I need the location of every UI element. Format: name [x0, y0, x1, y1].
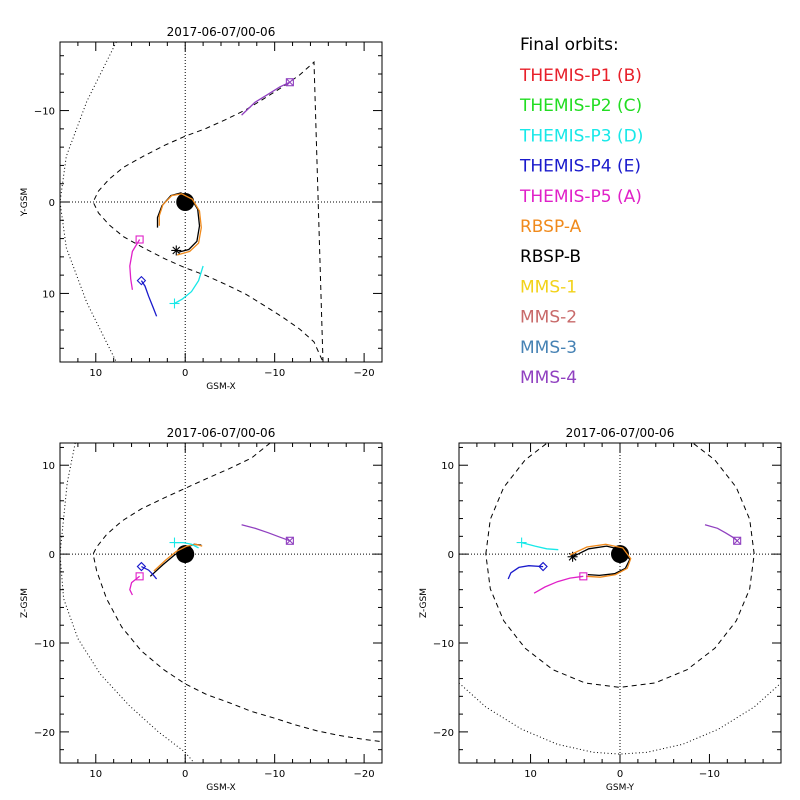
x-tick-label: −20 [354, 368, 375, 379]
magnetopause-boundary [92, 443, 382, 743]
y-tick-label: −10 [34, 107, 55, 118]
panel-title: 2017-06-07/00-06 [167, 426, 276, 440]
panel-title: 2017-06-07/00-06 [167, 25, 276, 39]
orbit-marker-square [285, 536, 294, 545]
orbit-themis-p4-e [136, 561, 158, 580]
panel-gsm-x-z: 2017-06-07/00-06 GSM-X Z-GSM 10 0 −10 −20 10 0 −1… [20, 426, 383, 793]
x-axis-label: GSM-X [206, 783, 235, 793]
orbit-marker-square [135, 572, 144, 581]
orbit-marker-plus [516, 537, 527, 548]
legend-entry-mms-2: MMS-2 [520, 308, 577, 328]
x-tick-label: 0 [182, 769, 188, 780]
orbit-themis-p5-a [129, 572, 144, 596]
y-axis-label: Y-GSM [20, 188, 30, 217]
bow-shock-boundary [60, 443, 195, 763]
legend-entry-mms-1: MMS-1 [520, 277, 577, 297]
orbit-mms-4 [241, 78, 294, 116]
panel-title: 2017-06-07/00-06 [566, 426, 675, 440]
orbit-marker-square [285, 78, 294, 87]
y-tick-label: 10 [42, 461, 55, 472]
y-tick-label: −20 [34, 728, 55, 739]
panel-gsm-x-y: 2017-06-07/00-06 GSM-X Y-GSM 10 0 −10 −20 −10 0 1… [20, 25, 383, 392]
x-tick-label: 10 [524, 769, 537, 780]
orbit-themis-p3-d [169, 265, 204, 309]
orbit-track [507, 565, 544, 580]
orbit-track [241, 81, 291, 116]
orbit-marker-plus [169, 537, 180, 548]
orbit-track [149, 543, 202, 577]
orbit-themis-p4-e [136, 275, 158, 317]
orbit-track [704, 524, 738, 542]
orbit-themis-p5-a [129, 235, 144, 290]
y-tick-label: 10 [441, 461, 454, 472]
orbit-marker-square [135, 235, 144, 244]
x-tick-label: −20 [354, 769, 375, 780]
orbit-track [241, 524, 291, 542]
orbit-track [521, 541, 559, 551]
y-tick-label: −10 [433, 639, 454, 650]
legend-entry-rbsp-a: RBSP-A [520, 217, 582, 237]
orbit-mms-4 [704, 524, 742, 545]
orbit-marker-diamond [538, 561, 548, 572]
orbit-marker-plus [169, 298, 180, 309]
legend-entry-themis-p4-e: THEMIS-P4 (E) [519, 157, 641, 177]
x-tick-label: −10 [264, 769, 285, 780]
x-tick-label: 10 [89, 769, 102, 780]
orbit-track [174, 265, 204, 305]
legend-entry-mms-4: MMS-4 [520, 368, 577, 388]
orbit-track [140, 280, 158, 317]
orbit-themis-p4-e [507, 561, 548, 580]
y-axis-label: Z-GSM [419, 588, 429, 618]
x-axis-label: GSM-Y [606, 783, 635, 793]
y-axis-label: Z-GSM [20, 588, 30, 618]
orbit-marker-diamond [136, 561, 147, 572]
legend-title: Final orbits: [520, 35, 619, 55]
x-axis-label: GSM-X [206, 382, 235, 392]
orbit-themis-p3-d [516, 537, 559, 551]
panel-gsm-y-z: 2017-06-07/00-06 GSM-Y Z-GSM 10 0 −10 10 0 −10 −2… [419, 426, 782, 793]
orbit-track [141, 566, 158, 580]
orbit-rbsp-a [153, 543, 203, 572]
orbit-marker-square [733, 536, 742, 545]
orbit-rbsp-a [158, 193, 202, 256]
orbit-marker-asterisk [171, 245, 182, 256]
orbit-themis-p5-a [533, 572, 588, 594]
legend-entry-themis-p5-a: THEMIS-P5 (A) [519, 187, 642, 207]
orbit-rbsp-a [569, 543, 632, 578]
x-tick-label: −10 [699, 769, 720, 780]
orbit-track [129, 239, 141, 290]
legend-entry-themis-p2-c: THEMIS-P2 (C) [519, 96, 642, 116]
legend-entry-mms-3: MMS-3 [520, 338, 577, 358]
orbit-track [153, 543, 203, 572]
orbit-track [158, 193, 202, 256]
orbit-track [533, 575, 584, 594]
y-tick-label: −10 [34, 639, 55, 650]
y-tick-label: 0 [49, 198, 55, 209]
legend-entry-rbsp-b: RBSP-B [520, 247, 581, 267]
orbit-marker-square [579, 572, 588, 581]
orbit-rbsp-b [156, 192, 201, 256]
x-tick-label: 0 [617, 769, 623, 780]
y-tick-label: 0 [448, 550, 454, 561]
x-tick-label: 10 [89, 368, 102, 379]
orbit-marker-diamond [136, 275, 147, 286]
legend-entry-themis-p1-b: THEMIS-P1 (B) [519, 66, 642, 86]
orbit-rbsp-b [149, 543, 202, 577]
orbit-track [569, 543, 632, 578]
x-tick-label: −10 [264, 368, 285, 379]
legend-entry-themis-p3-d: THEMIS-P3 (D) [519, 126, 643, 146]
orbit-track [129, 575, 141, 596]
magnetopause-boundary [92, 61, 324, 362]
y-tick-label: −20 [433, 728, 454, 739]
orbit-mms-4 [241, 524, 294, 545]
y-tick-label: 0 [49, 550, 55, 561]
orbit-track [156, 192, 201, 253]
orbit-themis-p3-d [169, 537, 199, 549]
legend: Final orbits: THEMIS-P1 (B) THEMIS-P2 (C) T… [519, 35, 643, 388]
y-tick-label: 10 [42, 289, 55, 300]
x-tick-label: 0 [182, 368, 188, 379]
